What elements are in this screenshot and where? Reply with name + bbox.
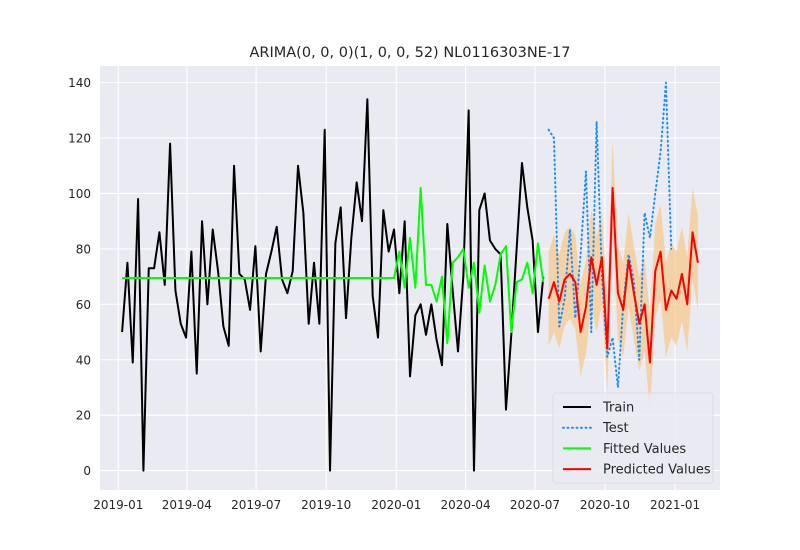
x-tick-label-2020-10: 2020-10 — [580, 498, 630, 512]
confidence-band — [548, 140, 698, 410]
y-axis-ticks: 0 20 40 60 80 100 120 140 — [68, 76, 91, 478]
y-tick-label-140: 140 — [68, 76, 91, 90]
y-tick-label-0: 0 — [83, 464, 91, 478]
x-tick-label-2020-01: 2020-01 — [371, 498, 421, 512]
y-tick-label-80: 80 — [76, 242, 91, 256]
x-axis-ticks: 2019-01 2019-04 2019-07 2019-10 2020-01 2020-… — [93, 498, 700, 512]
y-tick-label-40: 40 — [76, 353, 91, 367]
x-tick-label-2019-01: 2019-01 — [93, 498, 143, 512]
legend-label-train: Train — [602, 401, 634, 416]
legend-box — [552, 392, 714, 484]
x-tick-label-2019-07: 2019-07 — [231, 498, 281, 512]
y-tick-label-120: 120 — [68, 132, 91, 146]
legend-label-test: Test — [602, 421, 629, 436]
x-tick-label-2021-01: 2021-01 — [650, 498, 700, 512]
y-tick-label-100: 100 — [68, 187, 91, 201]
series-line-test — [547, 81, 673, 389]
series-lines — [121, 81, 699, 472]
legend-label-predicted-values: Predicted Values — [603, 463, 711, 478]
legend-label-fitted-values: Fitted Values — [603, 442, 686, 457]
y-tick-label-20: 20 — [76, 409, 91, 423]
x-tick-label-2019-04: 2019-04 — [162, 498, 212, 512]
confidence-band-area — [548, 140, 698, 410]
x-tick-label-2020-07: 2020-07 — [510, 498, 560, 512]
series-line-predicted-values — [547, 186, 699, 364]
y-tick-label-60: 60 — [76, 298, 91, 312]
series-line-train — [121, 98, 545, 472]
series-line-fitted-values — [122, 186, 545, 345]
x-tick-label-2020-04: 2020-04 — [441, 498, 491, 512]
chart-title: ARIMA(0, 0, 0)(1, 0, 0, 52) NL0116303NE-… — [249, 45, 570, 61]
legend: Train Test Fitted Values Predicted Values — [552, 392, 714, 484]
x-tick-label-2019-10: 2019-10 — [301, 498, 351, 512]
